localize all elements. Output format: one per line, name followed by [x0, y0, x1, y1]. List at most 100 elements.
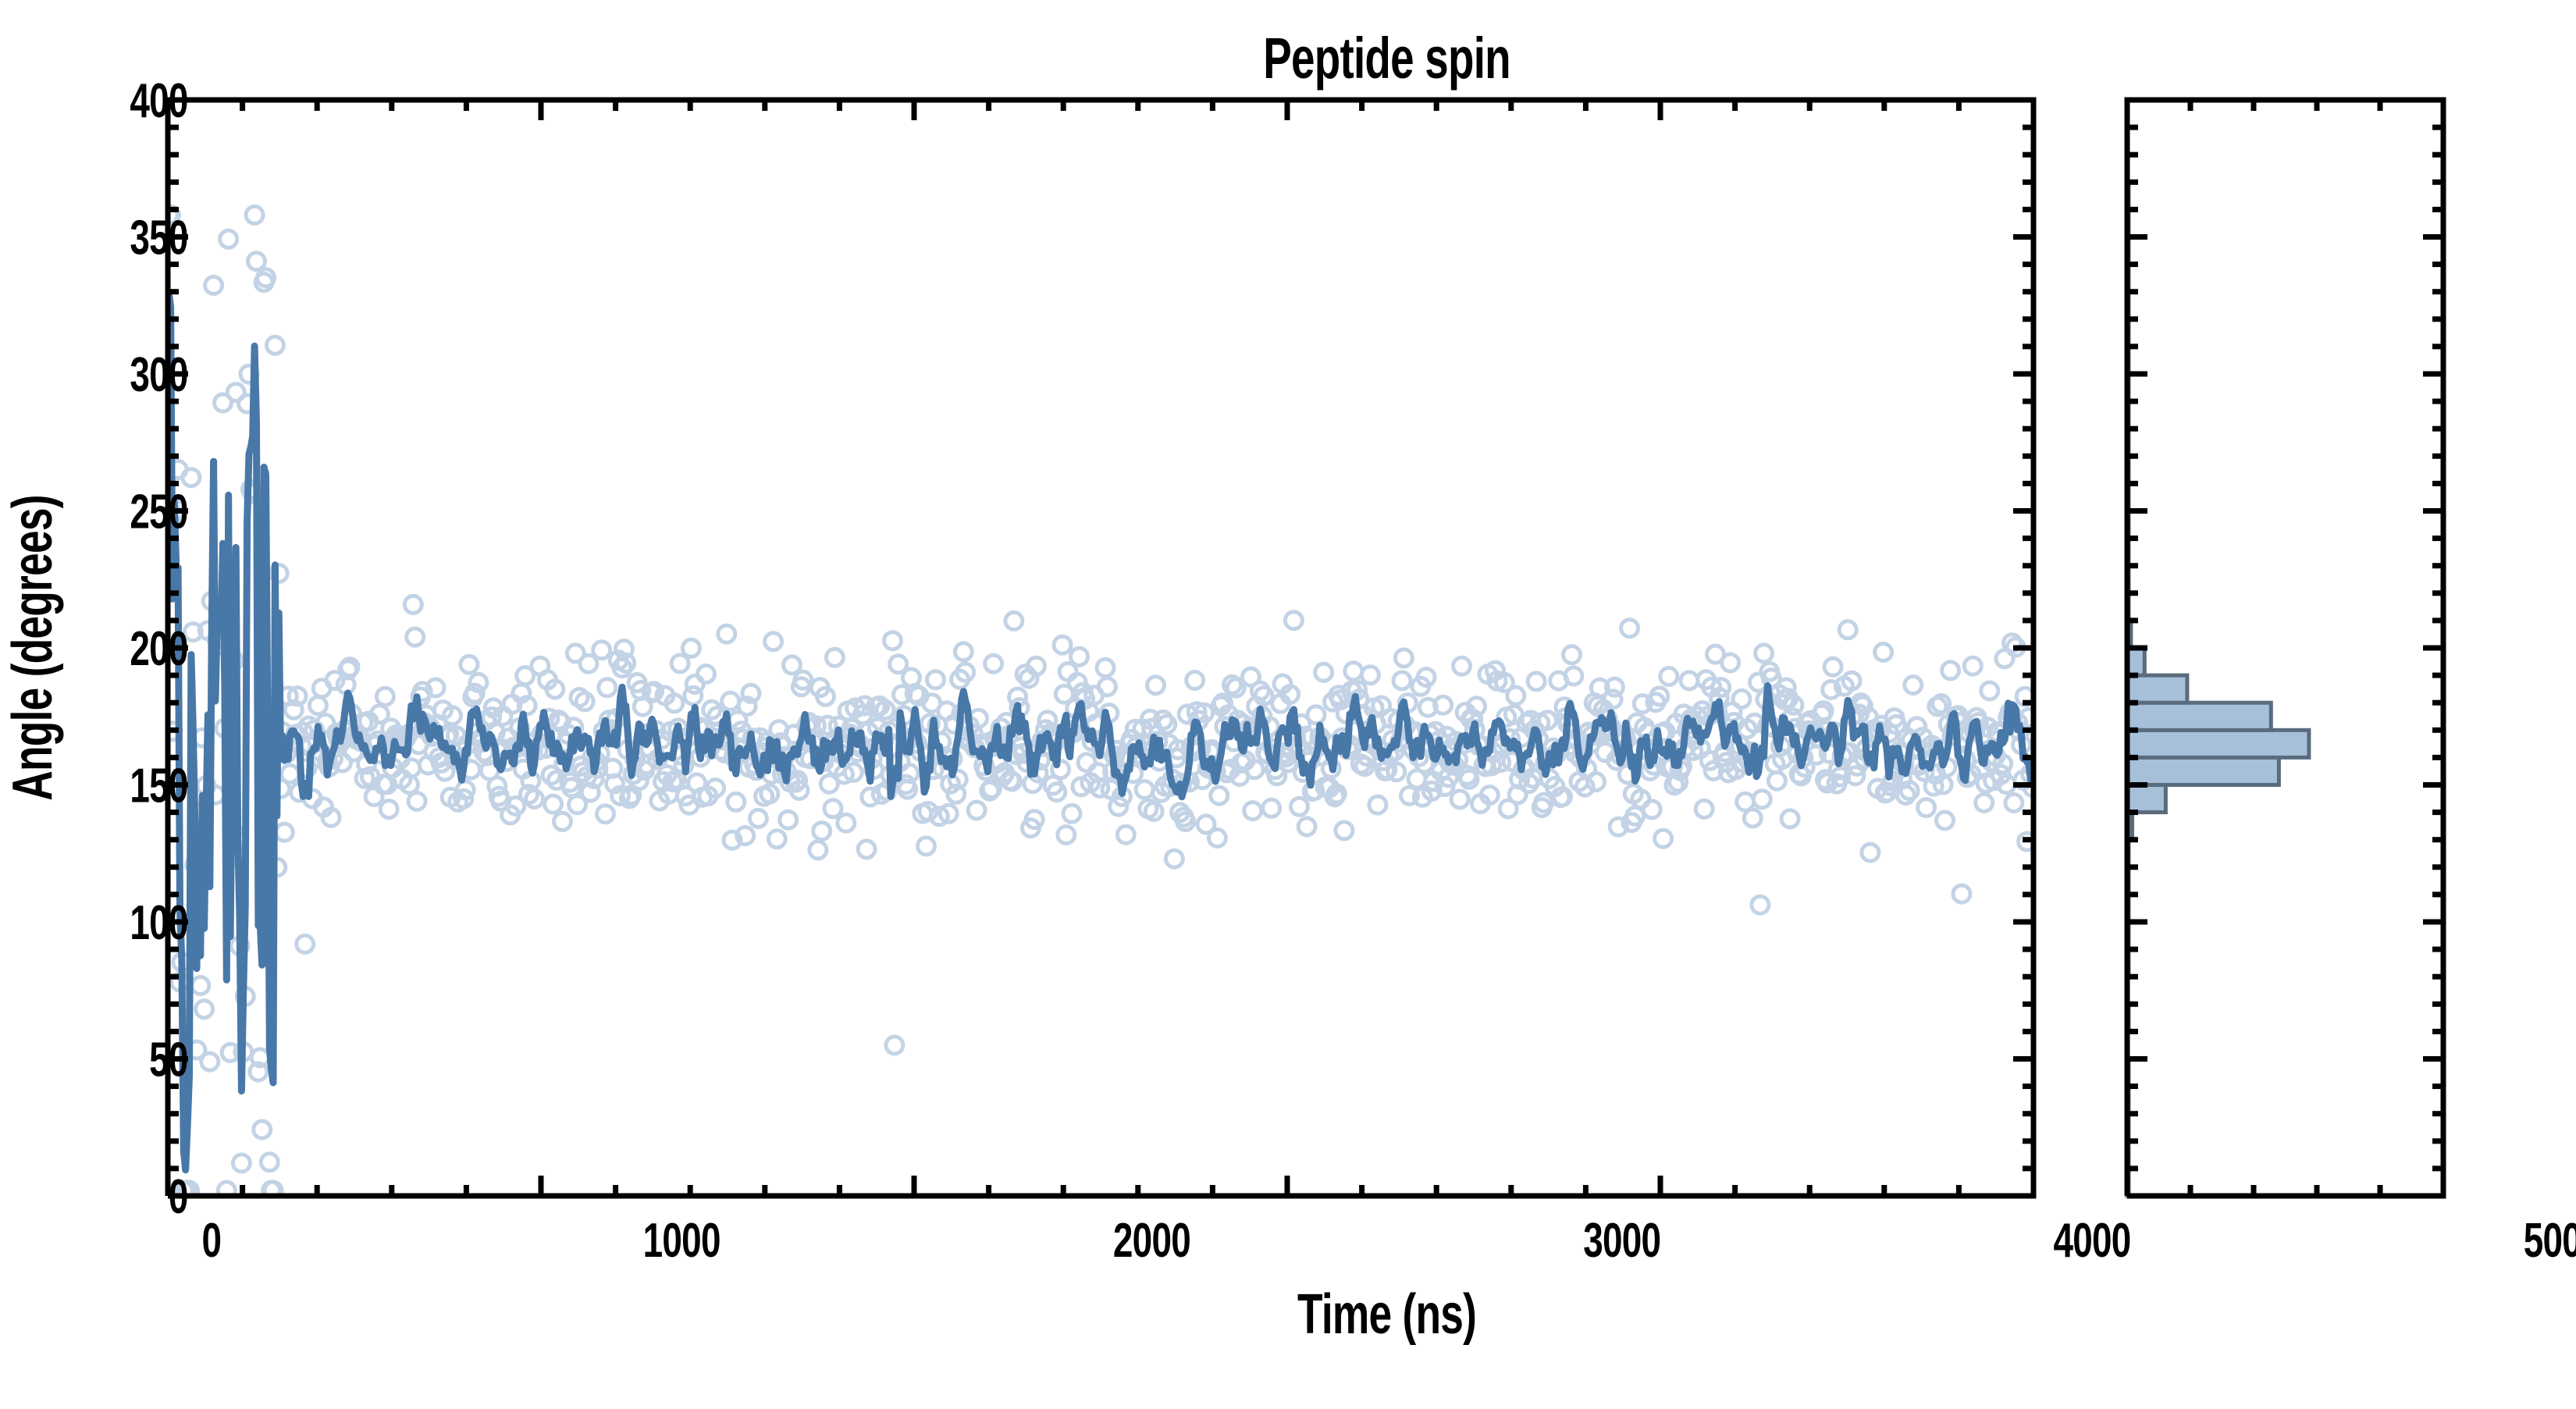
scatter-point [656, 764, 678, 785]
scatter-point [884, 1034, 906, 1056]
scatter-point [1736, 718, 1758, 740]
scatter-point [632, 696, 653, 717]
x-tick-label: 1000 [643, 1213, 720, 1267]
scatter-point [1587, 695, 1609, 717]
scatter-point [678, 794, 700, 816]
scatter-point [1607, 816, 1629, 838]
scatter-point [1156, 713, 1178, 735]
scatter-point [900, 667, 922, 688]
scatter-point [1478, 785, 1500, 806]
scatter-point [945, 783, 967, 805]
scatter-point [641, 681, 663, 703]
scatter-point [1296, 816, 1318, 838]
scatter-point [1725, 759, 1747, 781]
scatter-point [1069, 646, 1090, 667]
scatter-point [1152, 709, 1174, 731]
scatter-point [363, 786, 385, 807]
y-tick-label: 100 [130, 895, 187, 949]
scatter-point [630, 680, 652, 701]
scatter-point [1042, 774, 1064, 796]
scatter-point [1451, 655, 1472, 677]
scatter-point [792, 669, 814, 691]
scatter-point [766, 828, 788, 850]
scatter-point [430, 752, 452, 774]
scatter-point [882, 630, 903, 652]
scatter-point [1137, 798, 1159, 820]
scatter-point [809, 677, 831, 699]
scatter-point [1318, 777, 1340, 799]
scatter-point [1430, 760, 1452, 782]
x-tick-label: 5000 [2524, 1213, 2576, 1267]
scatter-point [574, 691, 596, 713]
scatter-point [1846, 755, 1868, 777]
scatter-point [400, 757, 422, 779]
scatter-point [283, 699, 304, 721]
scatter-point [258, 1151, 280, 1173]
scatter-point [1457, 764, 1478, 786]
scatter-point [1414, 753, 1436, 774]
histogram-bar [2125, 673, 2190, 705]
scatter-point [1705, 643, 1726, 665]
scatter-point [1624, 805, 1646, 827]
scatter-point [1477, 664, 1499, 685]
scatter-point [1053, 683, 1075, 705]
scatter-point [1521, 767, 1543, 789]
clip-bottom [0, 1197, 2576, 1406]
scatter-point [1143, 801, 1165, 822]
clip-right [2444, 0, 2576, 1405]
scatter-point [1108, 795, 1130, 817]
scatter-point [251, 1119, 273, 1140]
scatter-point [374, 685, 396, 707]
scatter-point [1884, 707, 1905, 729]
scatter-point [540, 764, 562, 786]
scatter-point [1354, 756, 1375, 777]
scatter-point [199, 1051, 221, 1073]
scatter-point [1748, 671, 1769, 693]
scatter-point [1417, 696, 1439, 718]
scatter-point [1992, 753, 2014, 774]
scatter-point [1876, 781, 1898, 803]
scatter-point [595, 803, 616, 825]
scatter-point [1172, 806, 1194, 828]
scatter-point [1289, 795, 1310, 817]
scatter-point [1749, 894, 1771, 916]
scatter-point [1434, 775, 1456, 797]
scatter-point [740, 682, 762, 704]
scatter-point [1493, 671, 1515, 693]
scatter-point [662, 771, 683, 793]
scatter-point [1076, 752, 1098, 774]
scatter-point [1994, 648, 2016, 670]
scatter-point [603, 773, 625, 795]
scatter-point [1649, 685, 1670, 707]
scatter-point [1066, 671, 1088, 693]
scatter-point [442, 705, 463, 727]
scatter-point [949, 668, 971, 690]
scatter-point [324, 670, 346, 692]
y-tick-label: 50 [149, 1033, 188, 1087]
scatter-point [1458, 768, 1480, 790]
scatter-point [1693, 798, 1715, 820]
scatter-point [735, 825, 756, 847]
scatter-point [664, 692, 685, 714]
scatter-point [339, 656, 361, 678]
x-axis-label: Time (ns) [1297, 1283, 1476, 1346]
scatter-point [1145, 674, 1166, 696]
scatter-point [1735, 791, 1756, 813]
scatter-point [462, 686, 484, 708]
scatter-point [628, 770, 649, 792]
scatter-point [818, 773, 840, 795]
scatter-point [194, 998, 215, 1020]
scatter-point [916, 835, 937, 857]
scatter-point [560, 777, 582, 799]
scatter-point [1505, 685, 1527, 706]
scatter-point [445, 725, 467, 747]
hist-x-ticks [2124, 100, 2446, 1196]
scatter-point [454, 779, 476, 801]
scatter-point [1759, 660, 1781, 682]
scatter-point [1324, 786, 1346, 808]
scatter-point [1230, 753, 1252, 774]
scatter-point [1631, 693, 1653, 715]
scatter-point [1371, 695, 1393, 717]
scatter-point [464, 682, 486, 704]
